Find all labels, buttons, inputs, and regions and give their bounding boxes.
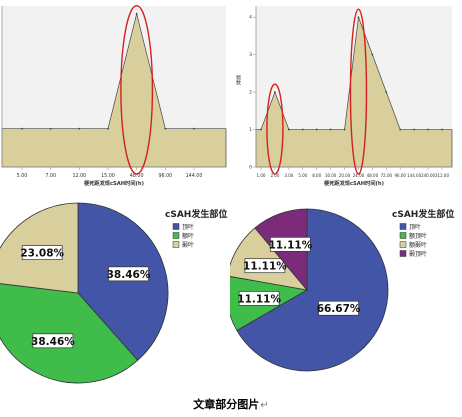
data-point (274, 91, 276, 94)
x-tick-label: 24.00 (353, 173, 365, 178)
legend-swatch (172, 241, 180, 248)
data-point (260, 128, 262, 131)
legend-label: 额叶 (182, 232, 194, 240)
data-point (399, 128, 402, 131)
x-tick-label: 312.00 (435, 173, 449, 178)
x-axis-label: 梗死距发现cSAH时间(h) (84, 179, 144, 187)
x-tick-label: 16.00 (325, 173, 337, 178)
data-point (427, 128, 429, 131)
return-mark-icon: ↵ (260, 400, 269, 411)
data-point (135, 12, 138, 15)
x-tick-label: 1.00 (257, 173, 266, 178)
highlight-ellipse (120, 4, 154, 175)
legend-label: 顶叶 (182, 223, 194, 231)
x-tick-label: 144.00 (186, 173, 203, 179)
legend-title: cSAH发生部位 (392, 208, 454, 220)
area-series (1, 13, 227, 168)
data-point (371, 53, 374, 56)
x-tick-label: 96.00 (395, 173, 407, 178)
highlight-ellipse (349, 8, 368, 175)
legend-swatch (399, 241, 407, 248)
x-tick-label: 48.00 (130, 173, 144, 179)
x-tick-label: 3.00 (284, 173, 293, 178)
data-label: 23.08% (20, 248, 64, 260)
legend-swatch (172, 223, 180, 230)
data-point (107, 127, 109, 130)
x-tick-label: 240.00 (421, 173, 435, 178)
y-tick-label: 1 (249, 127, 252, 133)
legend-label: 顶叶 (409, 223, 421, 231)
legend-swatch (172, 232, 180, 239)
x-tick-label: 7.00 (45, 173, 56, 179)
data-point (301, 128, 304, 131)
legend-title: cSAH发生部位 (165, 208, 227, 220)
data-point (78, 127, 81, 130)
x-axis-label: 梗死距发现cSAH时间(h) (324, 179, 384, 187)
data-label-box (318, 300, 359, 316)
data-point (343, 128, 346, 131)
data-label-box (270, 236, 311, 252)
data-label-box (32, 333, 74, 349)
data-label: 38.46% (107, 269, 151, 281)
legend-swatch (399, 250, 407, 257)
x-tick-label: 20.00 (339, 173, 351, 178)
data-label: 38.46% (31, 336, 75, 348)
y-axis-label: 频数 (235, 74, 241, 86)
x-tick-label: 8.00 (312, 173, 321, 178)
x-tick-label: 48.00 (367, 173, 379, 178)
pie-chart-2: 66.67% 11.11% 11.11% 11.11% cSAH发生部位顶叶额顶叶额颞叶… (230, 208, 454, 372)
x-tick-label: 15.00 (101, 173, 115, 179)
legend-label: 颞顶叶 (409, 250, 427, 258)
pie-slice (77, 202, 169, 361)
data-label-box (21, 245, 63, 260)
caption-text: 文章部分图片 (193, 398, 260, 411)
legend-swatch (399, 232, 407, 239)
legend-label: 颞叶 (182, 241, 194, 249)
data-point (287, 128, 290, 131)
data-point (329, 128, 332, 131)
data-point (164, 127, 167, 130)
highlight-ellipse (266, 83, 284, 175)
legend-label: 额顶叶 (409, 232, 427, 240)
pie-slice (236, 208, 389, 372)
area-chart-1: 5.00 7.00 12.00 15.00 48.00 96.00 144.00 梗死距发现c… (1, 4, 227, 187)
pie-slice (0, 283, 139, 384)
data-label-box (108, 266, 149, 282)
area-chart-2: 1.00 2.00 3.00 5.00 8.00 16.00 20.00 24.00 48.00… (235, 6, 453, 187)
figure-caption: 文章部分图片↵ (0, 396, 462, 412)
data-point (193, 127, 195, 130)
x-tick-label: 12.00 (72, 173, 86, 179)
data-point (21, 127, 23, 130)
x-tick-label: 5.00 (298, 173, 307, 178)
x-tick-label: 2.00 (270, 173, 279, 178)
data-point (413, 128, 416, 131)
legend-swatch (399, 223, 407, 230)
data-label: 11.11% (269, 239, 313, 251)
y-tick-label: 3 (249, 52, 252, 58)
y-tick-label: 0 (249, 165, 252, 171)
data-label: 11.11% (237, 293, 281, 305)
data-point (315, 128, 318, 131)
data-point (357, 16, 360, 19)
data-label: 66.67% (317, 303, 361, 315)
x-tick-label: 72.00 (381, 173, 393, 178)
y-tick-label: 4 (249, 15, 252, 21)
data-point (441, 128, 443, 131)
x-tick-label: 144.00 (407, 173, 421, 178)
y-tick-label: 2 (249, 90, 252, 96)
x-tick-label: 96.00 (158, 173, 172, 179)
data-label-box (238, 291, 280, 306)
x-tick-label: 5.00 (17, 173, 28, 179)
data-point (385, 91, 388, 94)
data-label: 11.11% (243, 261, 287, 273)
data-label-box (244, 258, 286, 274)
legend-label: 额颞叶 (409, 241, 427, 249)
data-point (49, 127, 52, 130)
